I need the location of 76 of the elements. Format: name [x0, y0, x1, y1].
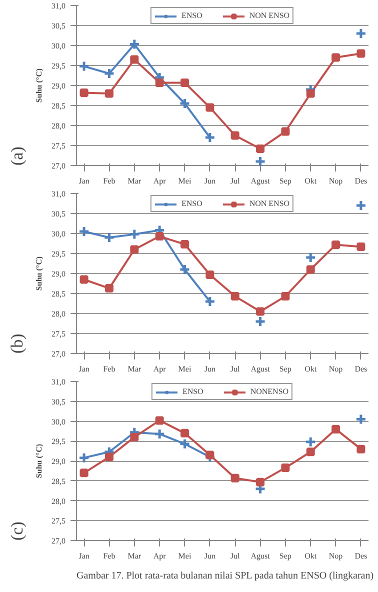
- y-axis-title: Suhu (°C): [34, 444, 44, 478]
- y-tick-label: 28,0: [52, 310, 66, 318]
- y-tick-label: 28,5: [52, 476, 66, 486]
- y-tick-label: 28,0: [52, 122, 66, 130]
- y-tick-label: 29,5: [52, 62, 66, 70]
- y-tick-label: 29,0: [52, 270, 66, 278]
- y-tick-label: 30,0: [52, 42, 66, 50]
- text: (c): [8, 522, 26, 540]
- y-tick-label: 27,5: [52, 330, 66, 338]
- x-tick-label: Des: [354, 364, 368, 374]
- y-tick-label: 27,0: [52, 536, 66, 546]
- x-tick-label: Mar: [128, 364, 142, 374]
- legend-label: NON ENSO: [249, 11, 290, 20]
- text: (a): [8, 146, 26, 166]
- y-axis-title: Suhu (°C): [34, 256, 44, 291]
- legend-label: NON ENSO: [249, 199, 290, 208]
- x-tick-label: Sep: [279, 552, 292, 560]
- y-tick-label: 29,0: [52, 82, 66, 90]
- x-tick-label: Jun: [204, 364, 216, 374]
- x-tick-label: Sep: [279, 364, 292, 374]
- y-tick-label: 28,0: [52, 496, 66, 506]
- y-tick-label: 27,5: [52, 142, 66, 150]
- x-tick-label: Jan: [78, 364, 90, 374]
- x-tick-label: Agust: [250, 552, 271, 560]
- x-tick-label: Des: [354, 552, 368, 560]
- legend-label: NONENSO: [250, 387, 289, 396]
- y-tick-label: 28,5: [52, 102, 66, 110]
- y-tick-label: 30,0: [52, 417, 66, 426]
- x-tick-label: Apr: [153, 364, 166, 374]
- x-tick-label: Jun: [204, 176, 216, 186]
- x-tick-label: Jun: [204, 552, 216, 560]
- x-tick-label: Mar: [128, 552, 142, 560]
- x-tick-label: Jul: [230, 176, 241, 186]
- y-tick-label: 27,0: [52, 162, 66, 170]
- y-tick-label: 30,0: [52, 230, 66, 238]
- text: Gambar 17. Plot rata-rata bulanan nilai SPL pada tahun ENSO (lingkaran): [76, 570, 374, 582]
- y-tick-label: 31,0: [52, 2, 66, 10]
- x-tick-label: Mei: [178, 176, 192, 186]
- y-axis-title: Suhu (°C): [34, 68, 44, 103]
- x-tick-label: Apr: [153, 176, 166, 186]
- legend-label: ENSO: [181, 11, 202, 20]
- y-tick-label: 27,5: [52, 516, 66, 526]
- x-tick-label: Jul: [230, 364, 241, 374]
- y-tick-label: 31,0: [52, 378, 66, 386]
- x-tick-label: Jan: [78, 176, 90, 186]
- x-tick-label: Agust: [250, 176, 271, 186]
- y-tick-label: 27,0: [52, 350, 66, 358]
- x-tick-label: Mei: [178, 364, 192, 374]
- x-tick-label: Mar: [128, 176, 142, 186]
- y-tick-label: 31,0: [52, 190, 66, 198]
- x-tick-label: Feb: [103, 552, 116, 560]
- x-tick-label: Jan: [78, 552, 90, 560]
- x-tick-label: Mei: [178, 552, 192, 560]
- y-tick-label: 30,5: [52, 210, 66, 218]
- x-tick-label: Jul: [230, 552, 241, 560]
- x-tick-label: Okt: [304, 364, 318, 374]
- x-tick-label: Feb: [103, 176, 116, 186]
- x-tick-label: Sep: [279, 176, 292, 186]
- x-tick-label: Agust: [250, 364, 271, 374]
- legend-label: ENSO: [181, 199, 202, 208]
- y-tick-label: 29,5: [52, 437, 66, 446]
- x-tick-label: Nop: [328, 552, 343, 560]
- y-tick-label: 28,5: [52, 290, 66, 298]
- y-tick-label: 29,0: [52, 457, 66, 466]
- y-tick-label: 29,5: [52, 250, 66, 258]
- x-tick-label: Feb: [103, 364, 116, 374]
- x-tick-label: Nop: [328, 364, 343, 374]
- x-tick-label: Des: [354, 176, 368, 186]
- y-tick-label: 30,5: [52, 397, 66, 406]
- x-tick-label: Okt: [304, 552, 318, 560]
- x-tick-label: Apr: [153, 552, 166, 560]
- y-tick-label: 30,5: [52, 22, 66, 30]
- text: (b): [8, 334, 26, 354]
- x-tick-label: Nop: [328, 176, 343, 186]
- legend-label: ENSO: [182, 387, 204, 396]
- x-tick-label: Okt: [304, 176, 318, 186]
